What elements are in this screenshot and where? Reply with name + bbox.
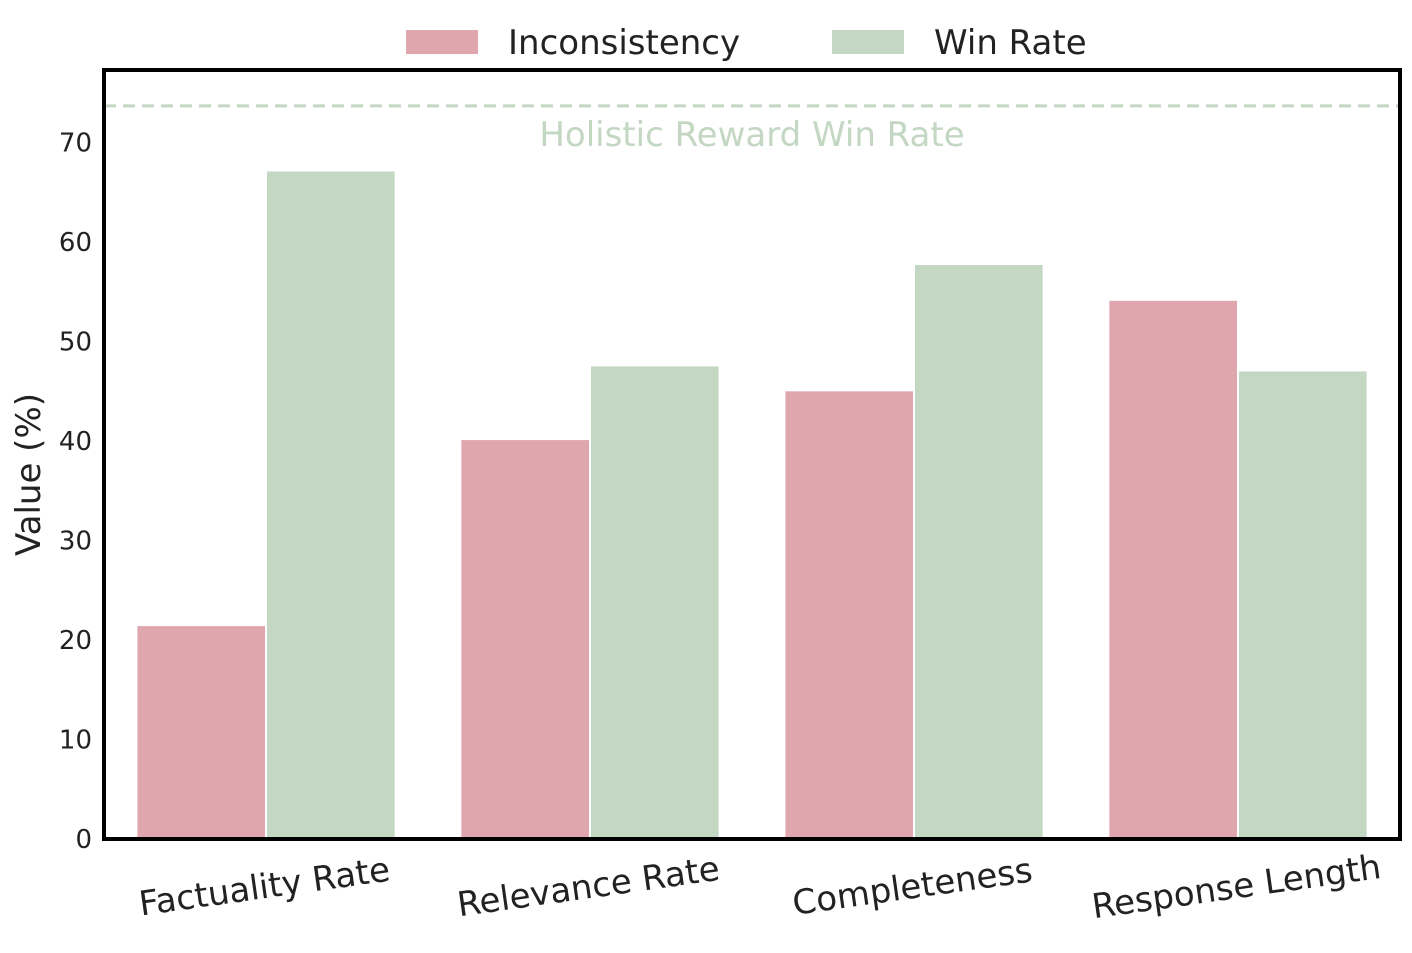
bar-inconsistency-response-length [1107, 298, 1240, 840]
bar-win-rate-relevance-rate [589, 364, 721, 840]
bar-inconsistency-factuality-rate [135, 624, 267, 840]
legend: Inconsistency Win Rate [406, 23, 1087, 63]
y-tick-label: 60 [59, 228, 92, 258]
y-tick-label: 10 [59, 726, 92, 756]
bar-win-rate-completeness [913, 262, 1045, 840]
x-axis-labels: Factuality Rate Relevance Rate Completenes… [137, 847, 1384, 927]
reference-line-group: Holistic Reward Win Rate [104, 104, 1400, 155]
y-tick-label: 70 [59, 129, 92, 159]
bar-win-rate-factuality-rate [265, 169, 397, 840]
x-tick-label: Factuality Rate [137, 850, 393, 925]
y-tick-label: 40 [59, 427, 92, 457]
legend-swatch-inconsistency [406, 30, 478, 54]
reference-line-label: Holistic Reward Win Rate [539, 115, 964, 155]
plot-frame [102, 68, 1402, 841]
legend-label-win-rate: Win Rate [934, 23, 1087, 63]
legend-label-inconsistency: Inconsistency [508, 23, 740, 63]
y-tick-label: 0 [75, 825, 92, 855]
bar-inconsistency-relevance-rate [459, 438, 591, 840]
bar-inconsistency-completeness [783, 389, 916, 840]
x-tick-label: Relevance Rate [455, 849, 722, 925]
y-axis-title: Value (%) [9, 393, 49, 556]
x-tick-label: Response Length [1089, 847, 1383, 927]
legend-swatch-win-rate [832, 30, 904, 54]
bars-group [135, 169, 1369, 840]
x-tick-label: Completeness [790, 850, 1035, 923]
y-tick-label: 30 [59, 527, 92, 557]
y-tick-label: 50 [59, 328, 92, 358]
y-tick-label: 20 [59, 626, 92, 656]
y-axis-ticks: 0 10 20 30 40 50 60 70 [59, 129, 92, 855]
bar-win-rate-response-length [1237, 369, 1369, 840]
